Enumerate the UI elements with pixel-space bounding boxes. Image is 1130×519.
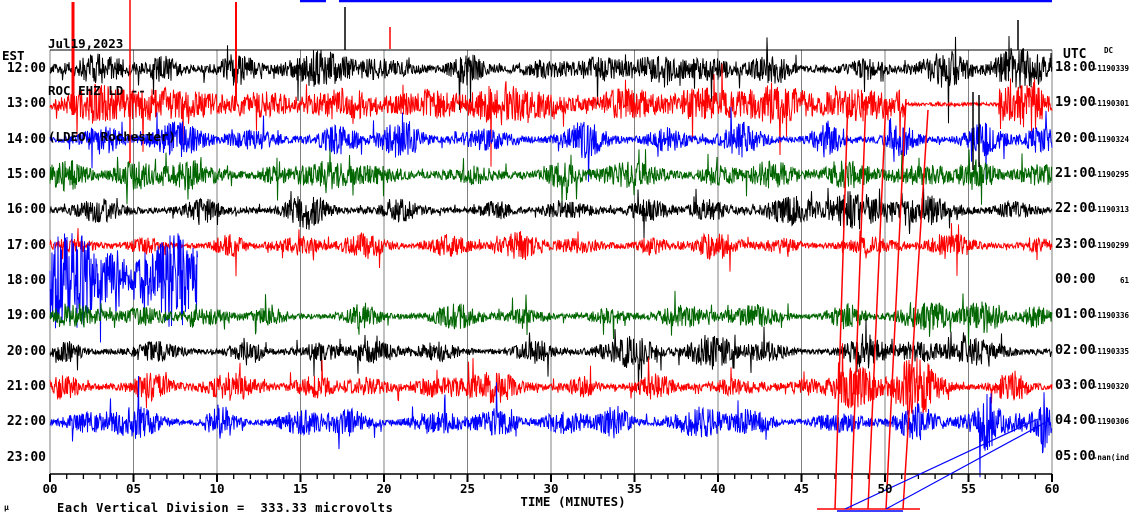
utc-time-label: 03:00 <box>1055 377 1096 393</box>
est-time-label: 19:00 <box>6 308 46 324</box>
dc-value: -1190301 <box>1092 99 1129 109</box>
est-time-label: 20:00 <box>6 343 46 359</box>
dc-value: -1190339 <box>1092 64 1129 73</box>
utc-time-label: 18:00 <box>1055 59 1096 75</box>
left-axis-title: EST <box>2 48 25 63</box>
est-time-label: 23:00 <box>6 449 46 465</box>
utc-time-label: 21:00 <box>1055 165 1096 181</box>
utc-time-label: 02:00 <box>1055 341 1096 358</box>
utc-time-label: 04:00 <box>1055 412 1096 429</box>
est-time-label: 17:00 <box>6 237 46 253</box>
utc-time-label: 19:00 <box>1055 94 1096 111</box>
station-header: Jul19,2023 ROC EHZ LD -- (LDEO, Rocheste… <box>48 5 176 176</box>
dc-value: -1190313 <box>1092 205 1129 215</box>
dc-value: 61 <box>1119 276 1129 285</box>
x-tick-label: 50 <box>877 481 893 496</box>
x-tick-label: 15 <box>292 481 309 496</box>
x-tick-label: 40 <box>710 481 726 496</box>
x-tick-label: 30 <box>543 481 559 496</box>
dc-column-header: DC <box>1104 46 1114 55</box>
est-time-label: 18:00 <box>6 273 46 288</box>
est-time-label: 21:00 <box>6 379 46 394</box>
mu-glyph: µ <box>4 503 9 512</box>
dc-value: -1190324 <box>1092 134 1129 144</box>
x-tick-label: 20 <box>376 481 392 496</box>
scale-note: Each Vertical Division = 333.33 microvol… <box>57 501 394 515</box>
dc-value: -1190299 <box>1092 240 1129 250</box>
est-time-label: 15:00 <box>6 167 46 182</box>
x-tick-label: 05 <box>125 481 142 496</box>
x-tick-label: 25 <box>459 481 476 496</box>
x-axis-title: TIME (MINUTES) <box>520 494 626 509</box>
right-axis-title: UTC <box>1063 47 1087 62</box>
utc-time-label: 05:00 <box>1055 447 1096 464</box>
utc-time-label: 20:00 <box>1055 129 1096 146</box>
utc-time-label: 22:00 <box>1055 200 1096 217</box>
utc-time-label: 00:00 <box>1055 271 1096 287</box>
x-tick-label: 60 <box>1044 481 1060 496</box>
network-location-label: (LDEO, Rochester) <box>48 129 176 144</box>
utc-time-label: 23:00 <box>1055 235 1096 252</box>
station-channel-label: ROC EHZ LD -- <box>48 82 146 98</box>
x-tick-label: 45 <box>793 481 810 496</box>
est-time-label: 16:00 <box>6 202 46 218</box>
dc-value: -1190295 <box>1092 170 1129 179</box>
dc-value: -1190335 <box>1092 346 1129 356</box>
est-time-label: 12:00 <box>6 61 46 76</box>
x-tick-label: 35 <box>626 481 643 496</box>
x-tick-label: 55 <box>960 481 977 496</box>
date-label: Jul19,2023 <box>48 36 124 51</box>
x-tick-label: 00 <box>42 481 58 496</box>
dc-value: -1190306 <box>1092 417 1129 427</box>
dc-value: -1190336 <box>1092 311 1129 321</box>
est-time-label: 13:00 <box>6 96 46 112</box>
utc-time-label: 01:00 <box>1055 306 1096 323</box>
x-tick-label: 10 <box>209 481 225 496</box>
est-time-label: 22:00 <box>6 414 46 430</box>
dc-value: -1190320 <box>1092 382 1129 391</box>
dc-value: -nan(ind <box>1092 452 1129 462</box>
est-time-label: 14:00 <box>6 131 46 147</box>
